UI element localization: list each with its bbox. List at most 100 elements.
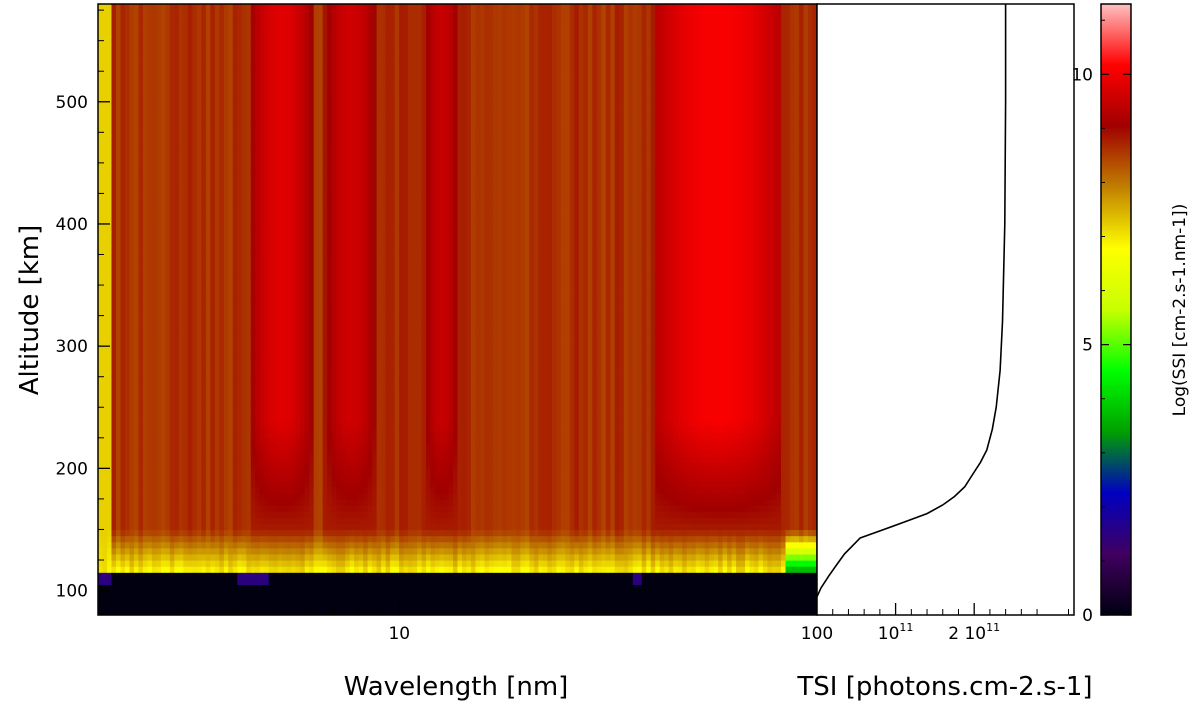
heatmap-cell [210, 107, 216, 115]
heatmap-cell [255, 46, 261, 54]
heatmap-cell [124, 358, 131, 366]
heatmap-cell [232, 401, 238, 408]
heatmap-cell [255, 211, 261, 219]
heatmap-cell [259, 223, 265, 231]
heatmap-cell [228, 126, 234, 133]
heatmap-cell [205, 95, 211, 103]
heatmap-cell [151, 58, 158, 66]
heatmap-cell [138, 132, 144, 140]
heatmap-cell [255, 401, 261, 408]
heatmap-cell [106, 462, 113, 469]
heatmap-cell [277, 248, 283, 256]
heatmap-cell [241, 480, 247, 488]
heatmap-cell [309, 156, 315, 164]
heatmap-cell [223, 370, 229, 378]
heatmap-cell [291, 248, 297, 256]
heatmap-cell [98, 333, 104, 341]
heatmap-cell [228, 187, 234, 195]
heatmap-cell [228, 168, 234, 176]
heatmap-cell [259, 83, 265, 91]
heatmap-cell [142, 58, 149, 66]
heatmap-cell [246, 468, 252, 476]
heatmap-cell [201, 132, 207, 140]
heatmap-cell [151, 95, 158, 103]
heatmap-cell [273, 211, 279, 219]
heatmap-cell [174, 181, 180, 188]
heatmap-cell [241, 272, 247, 280]
heatmap-cell [259, 346, 265, 353]
heatmap-cell [237, 523, 243, 531]
heatmap-cell [214, 71, 220, 78]
heatmap-cell [300, 437, 306, 445]
heatmap-cell [156, 71, 162, 78]
heatmap-cell [120, 28, 126, 36]
heatmap-cell [295, 16, 301, 23]
heatmap-cell [115, 211, 122, 219]
heatmap-cell [129, 486, 135, 494]
heatmap-cell [115, 395, 122, 402]
heatmap-cell [286, 492, 292, 500]
heatmap-cell [156, 602, 162, 610]
heatmap-cell [214, 474, 220, 482]
heatmap-cell [196, 474, 202, 482]
heatmap-cell [228, 16, 234, 23]
heatmap-cell [129, 28, 135, 36]
heatmap-cell [309, 480, 315, 488]
heatmap-cell [277, 162, 283, 170]
heatmap-cell [286, 425, 292, 433]
heatmap-cell [98, 456, 104, 463]
heatmap-cell [102, 474, 108, 482]
heatmap-cell [169, 132, 175, 140]
heatmap-cell [178, 419, 184, 427]
heatmap-cell [169, 413, 175, 421]
heatmap-cell [115, 498, 122, 506]
heatmap-cell [295, 425, 301, 433]
heatmap-cell [300, 95, 306, 103]
heatmap-cell [183, 346, 189, 353]
heatmap-cell [214, 388, 220, 396]
heatmap-cell [196, 16, 202, 23]
heatmap-cell [205, 535, 211, 543]
heatmap-cell [196, 132, 202, 140]
heatmap-cell [201, 162, 207, 170]
heatmap-cell [210, 175, 216, 182]
heatmap-cell [120, 382, 126, 390]
heatmap-cell [219, 596, 225, 604]
heatmap-cell [201, 4, 207, 11]
heatmap-cell [106, 278, 113, 286]
heatmap-cell [219, 303, 225, 311]
heatmap-cell [268, 4, 274, 11]
heatmap-cell [232, 211, 238, 219]
heatmap-cell [214, 535, 220, 543]
heatmap-cell [277, 572, 283, 579]
heatmap-cell [277, 16, 283, 23]
heatmap-cell [201, 28, 207, 36]
heatmap-cell [214, 358, 220, 366]
heatmap-cell [304, 138, 310, 146]
heatmap-cell [187, 425, 193, 433]
heatmap-cell [111, 272, 117, 280]
heatmap-cell [214, 187, 220, 195]
heatmap-cell [165, 285, 171, 292]
heatmap-cell [192, 4, 198, 11]
heatmap-cell [102, 395, 108, 402]
heatmap-cell [178, 199, 184, 207]
heatmap-cell [277, 285, 283, 292]
heatmap-cell [286, 22, 292, 30]
heatmap-cell [232, 34, 238, 42]
heatmap-cell [160, 401, 166, 408]
heatmap-cell [133, 101, 140, 109]
heatmap-cell [282, 285, 288, 292]
heatmap-cell [277, 168, 283, 176]
heatmap-cell [219, 211, 225, 219]
heatmap-cell [111, 602, 117, 610]
heatmap-cell [273, 187, 279, 195]
heatmap-cell [268, 590, 274, 598]
heatmap-cell [318, 584, 324, 592]
heatmap-cell [268, 395, 274, 402]
heatmap-cell [309, 272, 315, 280]
heatmap-cell [250, 327, 256, 335]
heatmap-cell [111, 113, 117, 121]
heatmap-cell [133, 523, 140, 531]
heatmap-cell [178, 46, 184, 54]
